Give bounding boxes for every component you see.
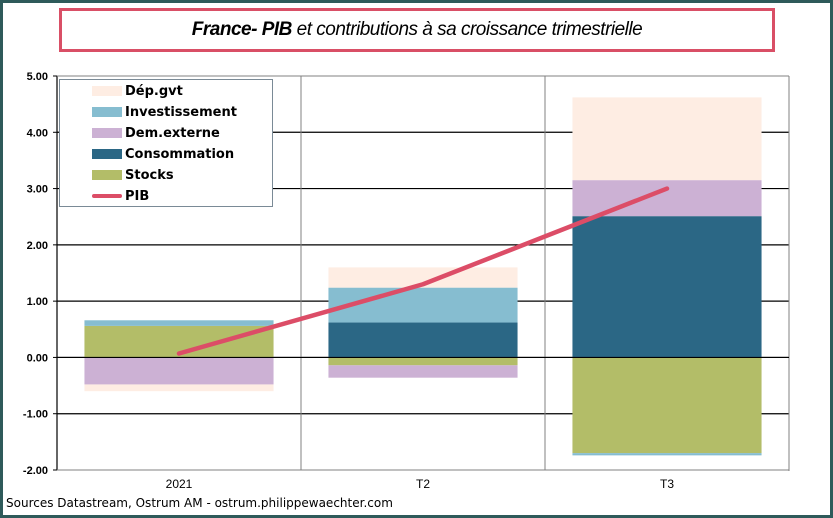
- title-country: France- PIB: [191, 19, 293, 40]
- y-tick-label: 3.00: [27, 184, 48, 196]
- bar-dem-externe-t3: [572, 180, 762, 217]
- x-tick-label: 2021: [166, 477, 193, 491]
- legend-item-investissement: Investissement: [92, 102, 237, 122]
- bar-stocks-t3: [572, 357, 762, 454]
- legend-swatch-stocks: [92, 170, 122, 180]
- y-tick-label: 1.00: [27, 296, 48, 308]
- legend-label: Dem.externe: [125, 125, 220, 141]
- legend-label: Consommation: [125, 146, 235, 162]
- legend-swatch-consommation: [92, 149, 122, 159]
- legend-item-stocks: Stocks: [92, 165, 174, 185]
- bar-d-p-gvt-t2: [328, 267, 518, 288]
- legend-swatch-dem-externe: [92, 128, 122, 138]
- x-tick-labels: 2021 T2 T3: [166, 477, 675, 491]
- bar-d-p-gvt-2021: [84, 384, 274, 392]
- bar-dem-externe-2021: [84, 357, 274, 385]
- axes: [53, 75, 790, 471]
- legend: Dép.gvt Investissement Dem.externe Conso…: [59, 79, 273, 207]
- bar-stocks-t2: [328, 357, 518, 366]
- legend-label: PIB: [125, 188, 150, 204]
- x-tick-label: T3: [660, 477, 674, 491]
- chart-title: France- PIB et contributions à sa croiss…: [59, 8, 775, 52]
- bar-consommation-t2: [328, 322, 518, 358]
- legend-label: Stocks: [125, 167, 174, 183]
- y-tick-label: 2.00: [27, 240, 48, 252]
- title-rest: et contributions à sa croissance trimest…: [291, 19, 643, 40]
- y-tick-labels: 5.00 4.00 3.00 2.00 1.00 0.00 -1.00 -2.00: [23, 71, 48, 477]
- bar-dem-externe-t2: [328, 365, 518, 378]
- y-tick-label: 5.00: [27, 71, 48, 83]
- legend-item-consommation: Consommation: [92, 144, 234, 164]
- pib-line-group: [176, 186, 670, 356]
- legend-item-dep-gvt: Dép.gvt: [92, 81, 183, 101]
- bar-investissement-2021: [84, 320, 274, 326]
- bar-investissement-t3: [572, 453, 762, 456]
- legend-swatch-dep-gvt: [92, 86, 122, 96]
- y-tick-label: -2.00: [23, 465, 48, 477]
- bar-investissement-t2: [328, 287, 518, 323]
- x-tick-label: T2: [416, 477, 430, 491]
- bar-d-p-gvt-t3: [572, 97, 762, 181]
- legend-swatch-investissement: [92, 107, 122, 117]
- legend-item-pib: PIB: [92, 186, 149, 206]
- bars: [84, 97, 762, 456]
- y-tick-label: 4.00: [27, 127, 48, 139]
- legend-label: Investissement: [125, 104, 237, 120]
- bar-consommation-t3: [572, 216, 762, 358]
- legend-swatch-pib: [92, 194, 122, 198]
- legend-item-dem-externe: Dem.externe: [92, 123, 220, 143]
- y-tick-label: -1.00: [23, 409, 48, 421]
- source-note: Sources Datastream, Ostrum AM - ostrum.p…: [6, 496, 393, 510]
- y-tick-label: 0.00: [27, 352, 48, 364]
- legend-label: Dép.gvt: [125, 83, 183, 99]
